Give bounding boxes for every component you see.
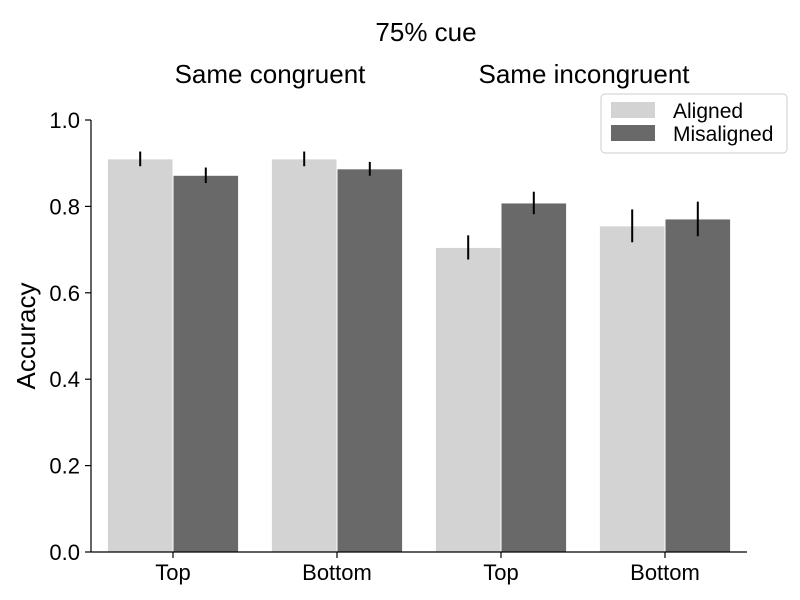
legend-label-misaligned: Misaligned xyxy=(673,123,773,146)
y-tick-label: 0.8 xyxy=(49,194,80,219)
y-tick-label: 0.6 xyxy=(49,281,80,306)
bar-aligned-1 xyxy=(106,158,174,553)
bar-misaligned-4 xyxy=(664,218,732,553)
bar-misaligned-2 xyxy=(336,168,404,553)
x-tick-label: Top xyxy=(155,560,190,585)
legend-swatch-misaligned xyxy=(611,125,655,141)
y-tick-label: 1.0 xyxy=(49,108,80,133)
x-tick-label: Top xyxy=(483,560,518,585)
bar-aligned-2 xyxy=(270,158,338,553)
y-tick-label: 0.2 xyxy=(49,454,80,479)
legend-swatch-aligned xyxy=(611,102,655,118)
bar-misaligned-3 xyxy=(500,202,568,553)
bars-layer xyxy=(106,158,732,553)
legend-label-aligned: Aligned xyxy=(673,100,743,123)
bar-misaligned-1 xyxy=(172,174,240,553)
x-ticks: Top Bottom Top Bottom xyxy=(155,552,700,585)
group-label-same-incongruent: Same incongruent xyxy=(478,59,690,89)
bar-aligned-4 xyxy=(598,225,666,553)
y-tick-label: 0.4 xyxy=(49,367,80,392)
bar-aligned-3 xyxy=(434,246,502,553)
x-tick-label: Bottom xyxy=(630,560,700,585)
group-label-same-congruent: Same congruent xyxy=(175,59,367,89)
x-tick-label: Bottom xyxy=(302,560,372,585)
chart-title: 75% cue xyxy=(375,17,476,47)
y-ticks: 0.0 0.2 0.4 0.6 0.8 1.0 xyxy=(49,108,91,565)
error-bars-layer xyxy=(139,151,699,260)
y-axis-label: Accuracy xyxy=(11,283,41,390)
y-tick-label: 0.0 xyxy=(49,540,80,565)
legend: Aligned Misaligned xyxy=(600,93,788,154)
